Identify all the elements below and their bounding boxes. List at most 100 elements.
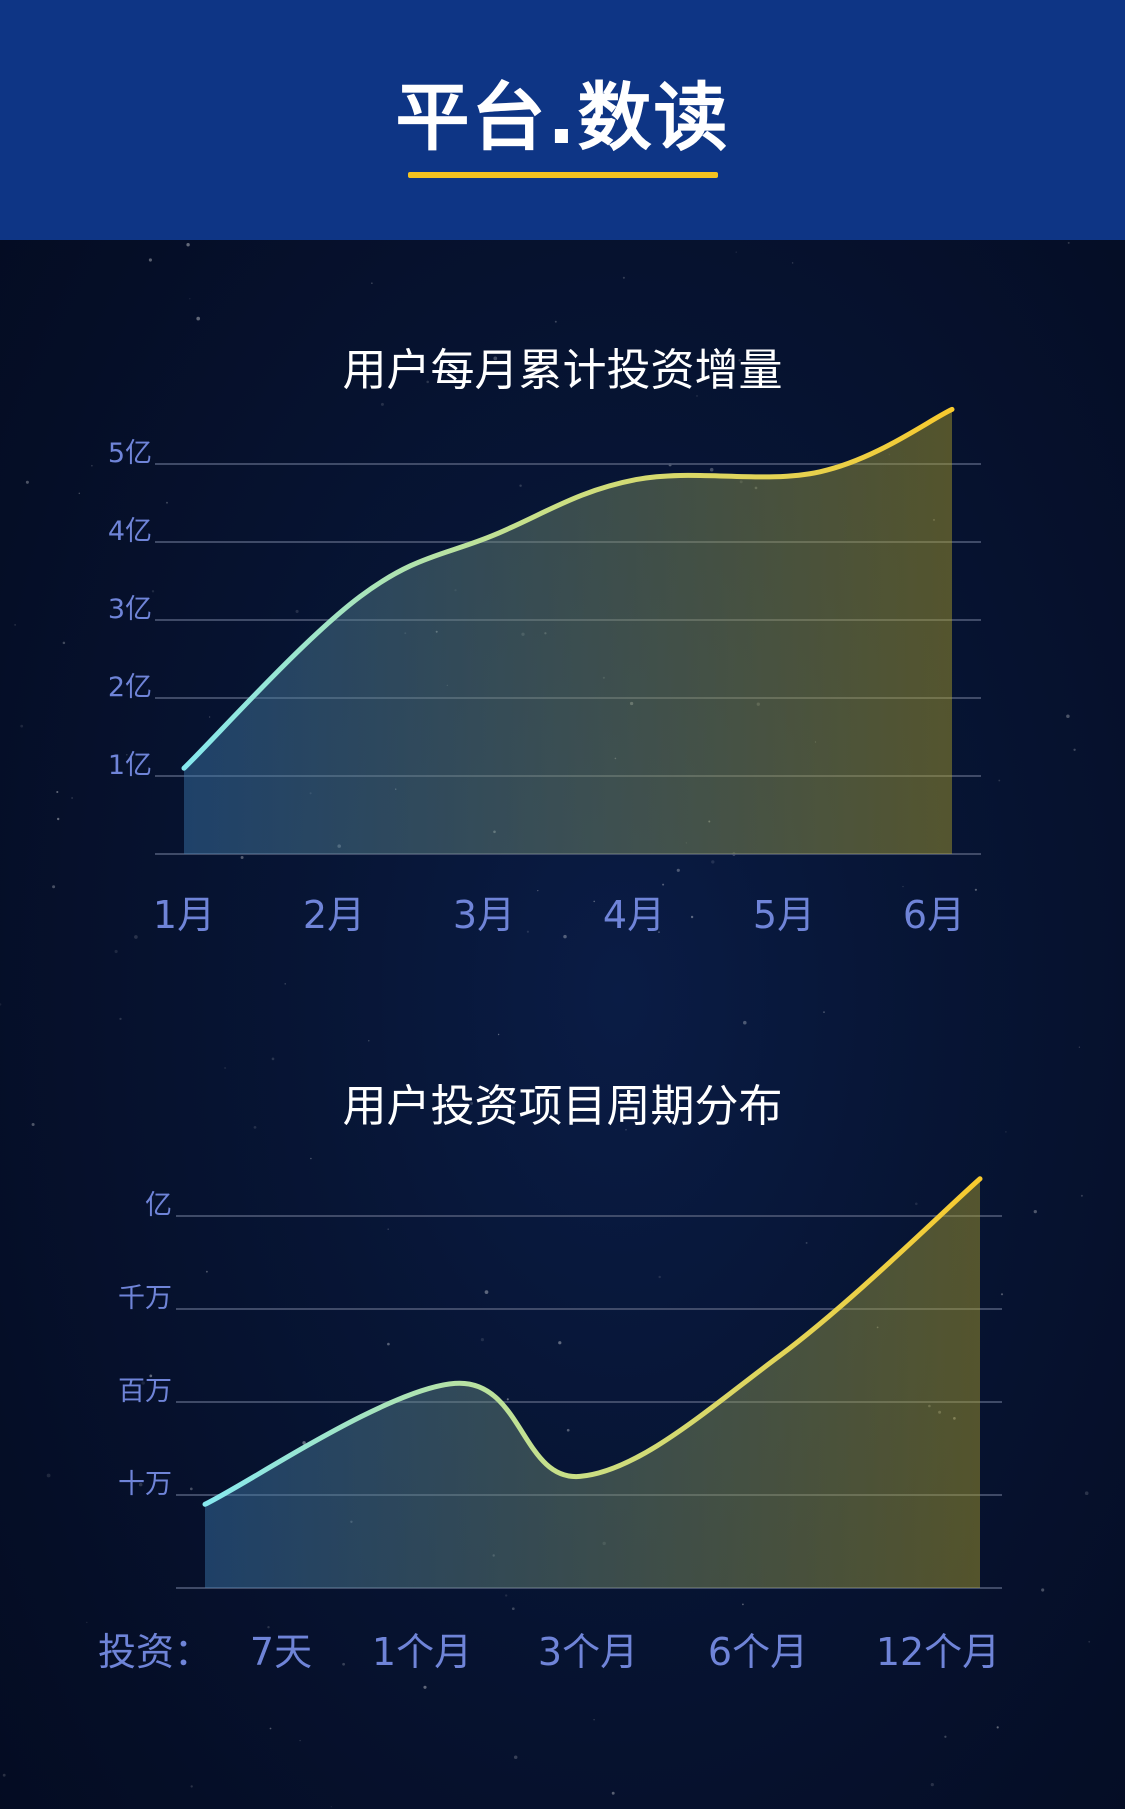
star-dot bbox=[1073, 748, 1076, 751]
star-dot bbox=[267, 1625, 270, 1629]
star-dot bbox=[71, 797, 73, 799]
x-tick-label: 2月 bbox=[303, 893, 365, 937]
y-tick-label: 1亿 bbox=[108, 750, 152, 781]
star-dot bbox=[974, 888, 978, 891]
star-dot bbox=[696, 395, 698, 397]
page-title: 平台.数读 bbox=[395, 75, 730, 161]
star-dot bbox=[676, 868, 680, 872]
series-line bbox=[202, 1176, 983, 1507]
star-dot bbox=[148, 258, 152, 262]
y-tick-label: 5亿 bbox=[108, 438, 152, 469]
star-dot bbox=[114, 949, 118, 954]
star-dot bbox=[20, 724, 24, 728]
star-dot bbox=[998, 779, 1001, 782]
y-tick-label: 2亿 bbox=[108, 672, 152, 703]
star-dot bbox=[387, 1228, 389, 1230]
star-dot bbox=[1084, 1491, 1089, 1496]
x-axis-prefix-label: 投资： bbox=[98, 1630, 212, 1674]
y-tick-label: 4亿 bbox=[108, 516, 152, 547]
x-tick-label: 3月 bbox=[453, 893, 515, 937]
y-tick-label: 千万 bbox=[118, 1283, 172, 1314]
star-dot bbox=[658, 1275, 661, 1279]
star-dot bbox=[711, 860, 715, 864]
star-dot bbox=[537, 889, 539, 892]
star-dot bbox=[513, 1755, 518, 1760]
star-dot bbox=[151, 590, 155, 593]
star-dot bbox=[493, 356, 498, 361]
area-fill bbox=[205, 1178, 980, 1588]
star-dot bbox=[505, 1594, 508, 1597]
star-dot bbox=[1000, 1293, 1004, 1296]
star-dot bbox=[310, 1157, 312, 1160]
star-dot bbox=[224, 1066, 227, 1070]
star-dot bbox=[299, 1739, 301, 1742]
star-dot bbox=[2, 1773, 6, 1777]
monthly-investment-chart: 1亿 2亿 3亿 4亿 5亿 1月 2月 3月 4月 5月 6月 bbox=[108, 406, 981, 937]
star-dot bbox=[56, 790, 59, 794]
star-dot bbox=[78, 492, 81, 495]
star-dot bbox=[709, 467, 714, 472]
star-dot bbox=[1041, 1588, 1045, 1592]
star-dot bbox=[526, 930, 529, 933]
y-tick-label: 亿 bbox=[145, 1190, 172, 1221]
star-dot bbox=[1088, 1640, 1091, 1643]
star-dot bbox=[330, 1806, 332, 1808]
series-line bbox=[181, 406, 955, 771]
star-dot bbox=[86, 1621, 88, 1624]
star-dot bbox=[126, 754, 128, 756]
star-dot bbox=[269, 1727, 272, 1730]
title-underline bbox=[408, 172, 718, 178]
star-dot bbox=[190, 1785, 193, 1788]
star-dot bbox=[497, 1101, 500, 1103]
star-dot bbox=[295, 609, 299, 613]
star-dot bbox=[823, 1011, 825, 1013]
star-dot bbox=[480, 1338, 484, 1342]
star-dot bbox=[14, 624, 16, 626]
star-dot bbox=[253, 1126, 257, 1129]
star-dot bbox=[550, 1119, 553, 1121]
star-dot bbox=[902, 885, 904, 888]
x-tick-label: 12个月 bbox=[876, 1630, 1000, 1674]
header-banner: 平台.数读 bbox=[0, 0, 1125, 240]
star-dot bbox=[738, 358, 741, 362]
star-dot bbox=[742, 1603, 744, 1606]
star-dot bbox=[186, 243, 190, 247]
star-dot bbox=[189, 1487, 193, 1491]
x-tick-label: 6个月 bbox=[708, 1630, 808, 1674]
x-tick-label: 4月 bbox=[603, 893, 665, 937]
chart2-title: 用户投资项目周期分布 bbox=[342, 1081, 783, 1132]
star-dot bbox=[511, 1607, 515, 1611]
star-dot bbox=[138, 1482, 143, 1487]
star-dot bbox=[240, 856, 244, 859]
star-dot bbox=[302, 1441, 306, 1445]
star-dot bbox=[470, 1101, 474, 1105]
star-dot bbox=[511, 1106, 516, 1110]
star-dot bbox=[56, 817, 60, 821]
star-dot bbox=[119, 1017, 122, 1021]
star-dot bbox=[380, 402, 384, 406]
star-dot bbox=[915, 1202, 918, 1206]
star-dot bbox=[25, 480, 29, 484]
star-dot bbox=[368, 1040, 370, 1042]
star-dot bbox=[593, 900, 595, 903]
star-dot bbox=[944, 1735, 947, 1738]
star-dot bbox=[1066, 714, 1070, 719]
star-dot bbox=[743, 1020, 747, 1025]
area-fill bbox=[184, 409, 952, 854]
star-dot bbox=[423, 1685, 427, 1689]
y-tick-label: 3亿 bbox=[108, 594, 152, 625]
x-tick-label: 3个月 bbox=[538, 1630, 638, 1674]
star-dot bbox=[1005, 1131, 1007, 1133]
x-tick-label: 5月 bbox=[753, 893, 815, 937]
star-dot bbox=[563, 934, 567, 939]
star-dot bbox=[371, 282, 373, 284]
star-dot bbox=[690, 915, 694, 919]
star-dot bbox=[46, 1473, 51, 1478]
star-dot bbox=[566, 1428, 570, 1432]
star-dot bbox=[149, 1374, 153, 1378]
star-dot bbox=[342, 1662, 345, 1666]
star-dot bbox=[484, 1290, 489, 1294]
star-dot bbox=[593, 1718, 595, 1721]
star-dot bbox=[0, 1003, 2, 1006]
